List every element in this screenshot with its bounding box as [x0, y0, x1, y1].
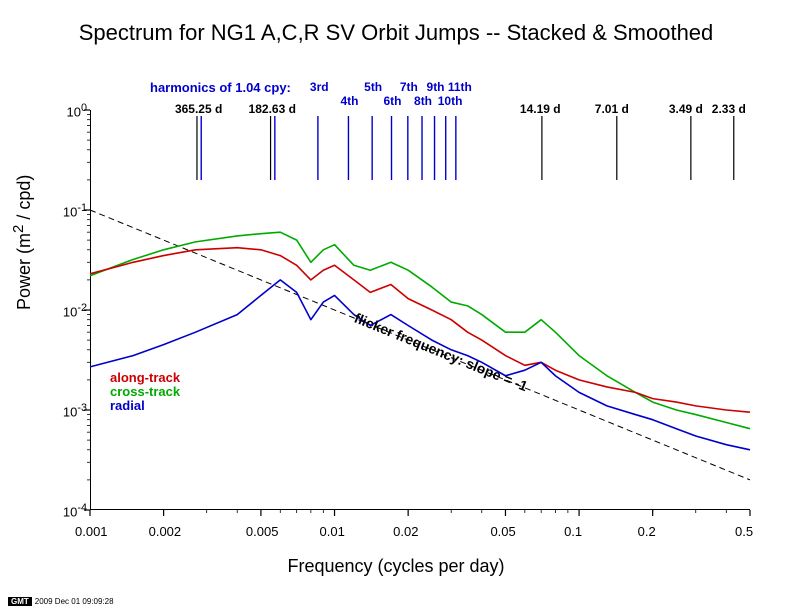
legend-cross: cross-track: [110, 384, 180, 399]
period-2.33 d: 2.33 d: [712, 102, 746, 116]
harmonics-header: harmonics of 1.04 cpy:: [150, 80, 291, 95]
plot-svg: [0, 0, 792, 612]
ytick--3: 10-3: [63, 402, 87, 419]
harm-9th: 9th: [427, 80, 445, 94]
harm-8th: 8th: [414, 94, 432, 108]
harm-10th: 10th: [438, 94, 463, 108]
harm-7th: 7th: [400, 80, 418, 94]
harm-3rd: 3rd: [310, 80, 329, 94]
xtick-0.02: 0.02: [393, 524, 418, 539]
period-14.19 d: 14.19 d: [520, 102, 561, 116]
xtick-0.005: 0.005: [246, 524, 279, 539]
period-3.49 d: 3.49 d: [669, 102, 703, 116]
footer-logo: GMT: [8, 597, 32, 606]
harm-6th: 6th: [384, 94, 402, 108]
xtick-0.1: 0.1: [564, 524, 582, 539]
ytick--1: 10-1: [63, 202, 87, 219]
legend-radial: radial: [110, 398, 145, 413]
footer-text: 2009 Dec 01 09:09:28: [35, 597, 114, 606]
harm-5th: 5th: [364, 80, 382, 94]
xtick-0.2: 0.2: [638, 524, 656, 539]
footer-stamp: GMT 2009 Dec 01 09:09:28: [8, 597, 114, 606]
period-182.63 d: 182.63 d: [249, 102, 296, 116]
period-7.01 d: 7.01 d: [595, 102, 629, 116]
harm-4th: 4th: [340, 94, 358, 108]
xtick-0.01: 0.01: [320, 524, 345, 539]
ytick--4: 10-4: [63, 502, 87, 519]
period-365.25 d: 365.25 d: [175, 102, 222, 116]
xtick-0.5: 0.5: [735, 524, 753, 539]
xtick-0.002: 0.002: [149, 524, 182, 539]
ytick--2: 10-2: [63, 302, 87, 319]
harm-11th: 11th: [448, 80, 472, 94]
legend-along: along-track: [110, 370, 180, 385]
xtick-0.001: 0.001: [75, 524, 108, 539]
ytick-0: 100: [67, 102, 88, 119]
xtick-0.05: 0.05: [490, 524, 515, 539]
